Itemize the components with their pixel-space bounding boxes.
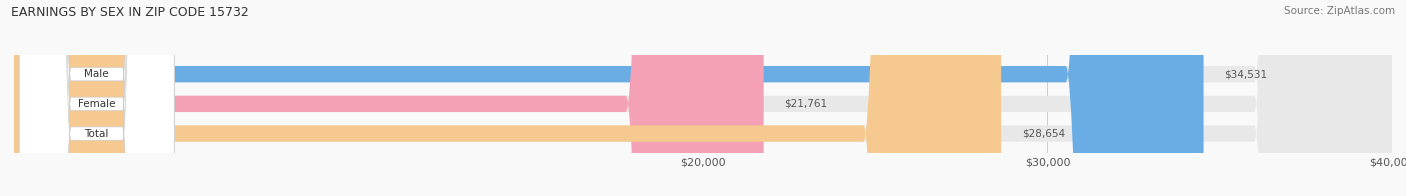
Text: $28,654: $28,654 [1022, 129, 1064, 139]
FancyBboxPatch shape [20, 0, 174, 196]
Text: Total: Total [84, 129, 108, 139]
Text: EARNINGS BY SEX IN ZIP CODE 15732: EARNINGS BY SEX IN ZIP CODE 15732 [11, 6, 249, 19]
FancyBboxPatch shape [14, 0, 1392, 196]
FancyBboxPatch shape [14, 0, 1392, 196]
FancyBboxPatch shape [20, 0, 174, 196]
FancyBboxPatch shape [20, 0, 174, 196]
Text: $34,531: $34,531 [1225, 69, 1267, 79]
Text: $21,761: $21,761 [785, 99, 828, 109]
Text: Female: Female [77, 99, 115, 109]
FancyBboxPatch shape [14, 0, 1204, 196]
Text: Male: Male [84, 69, 110, 79]
Text: Source: ZipAtlas.com: Source: ZipAtlas.com [1284, 6, 1395, 16]
FancyBboxPatch shape [14, 0, 1001, 196]
FancyBboxPatch shape [14, 0, 1392, 196]
FancyBboxPatch shape [14, 0, 763, 196]
